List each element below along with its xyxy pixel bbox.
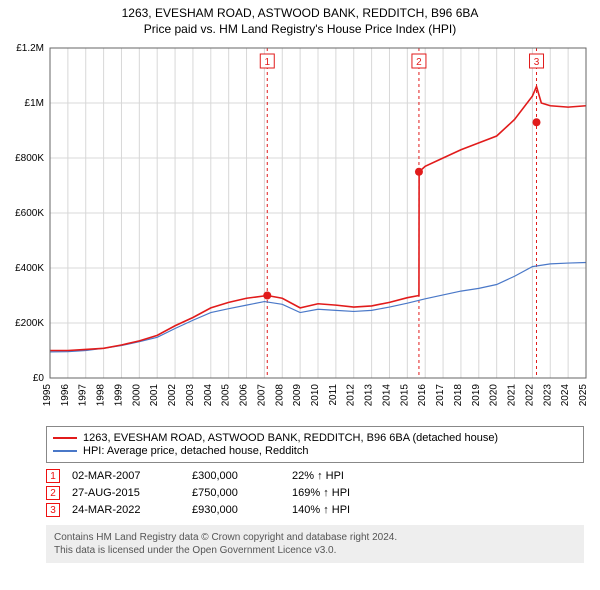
titles: 1263, EVESHAM ROAD, ASTWOOD BANK, REDDIT… [6,6,594,36]
svg-text:2021: 2021 [507,384,518,407]
legend-item: 1263, EVESHAM ROAD, ASTWOOD BANK, REDDIT… [53,432,577,444]
svg-text:1996: 1996 [60,384,71,407]
chart-title: 1263, EVESHAM ROAD, ASTWOOD BANK, REDDIT… [6,6,594,20]
event-marker: 3 [46,503,60,517]
footer-line-1: Contains HM Land Registry data © Crown c… [54,531,576,544]
svg-text:2020: 2020 [489,384,500,407]
svg-text:2025: 2025 [578,384,589,407]
footer-line-2: This data is licensed under the Open Gov… [54,544,576,557]
svg-text:£1.2M: £1.2M [16,43,44,54]
svg-text:2012: 2012 [346,384,357,407]
svg-text:2013: 2013 [364,384,375,407]
svg-text:£0: £0 [33,373,45,384]
event-date: 27-AUG-2015 [72,487,192,499]
svg-text:2014: 2014 [381,384,392,407]
svg-text:2023: 2023 [542,384,553,407]
legend-swatch [53,450,77,452]
event-row: 2 27-AUG-2015£750,000169% ↑ HPI [46,486,584,500]
legend-label: 1263, EVESHAM ROAD, ASTWOOD BANK, REDDIT… [83,432,498,444]
svg-text:2016: 2016 [417,384,428,407]
event-row: 1 02-MAR-2007£300,00022% ↑ HPI [46,469,584,483]
svg-text:2022: 2022 [524,384,535,407]
svg-text:2000: 2000 [131,384,142,407]
svg-text:1999: 1999 [113,384,124,407]
svg-text:2: 2 [416,57,422,68]
svg-text:1997: 1997 [78,384,89,407]
svg-text:£400K: £400K [15,263,44,274]
legend-item: HPI: Average price, detached house, Redd… [53,445,577,457]
svg-text:1: 1 [264,57,270,68]
event-price: £750,000 [192,487,292,499]
svg-text:2008: 2008 [274,384,285,407]
event-delta: 22% ↑ HPI [292,470,402,482]
svg-text:2015: 2015 [399,384,410,407]
svg-text:2002: 2002 [167,384,178,407]
svg-text:2004: 2004 [203,384,214,407]
svg-text:2019: 2019 [471,384,482,407]
svg-text:2011: 2011 [328,384,339,406]
line-chart-svg: £0 £200K £400K £600K £800K £1M £1.2M 1995 1996 19… [6,40,594,420]
svg-text:2006: 2006 [239,384,250,407]
svg-text:2001: 2001 [149,384,160,407]
event-table: 1 02-MAR-2007£300,00022% ↑ HPI 2 27-AUG-201… [46,469,584,517]
event-row: 3 24-MAR-2022£930,000140% ↑ HPI [46,503,584,517]
footer-attribution: Contains HM Land Registry data © Crown c… [46,525,584,563]
svg-text:1995: 1995 [42,384,53,407]
svg-text:2003: 2003 [185,384,196,407]
svg-text:2018: 2018 [453,384,464,407]
event-date: 24-MAR-2022 [72,504,192,516]
svg-text:£1M: £1M [25,98,44,109]
svg-text:2017: 2017 [435,384,446,407]
event-delta: 169% ↑ HPI [292,487,402,499]
legend-box: 1263, EVESHAM ROAD, ASTWOOD BANK, REDDIT… [46,426,584,463]
svg-text:2009: 2009 [292,384,303,407]
svg-text:£600K: £600K [15,208,44,219]
event-marker: 2 [46,486,60,500]
event-price: £300,000 [192,470,292,482]
event-date: 02-MAR-2007 [72,470,192,482]
svg-text:2005: 2005 [221,384,232,407]
chart-container: 1263, EVESHAM ROAD, ASTWOOD BANK, REDDIT… [0,0,600,569]
svg-text:2007: 2007 [256,384,267,407]
svg-text:£200K: £200K [15,318,44,329]
chart-subtitle: Price paid vs. HM Land Registry's House … [6,22,594,36]
event-delta: 140% ↑ HPI [292,504,402,516]
svg-text:2024: 2024 [560,384,571,407]
chart-area: £0 £200K £400K £600K £800K £1M £1.2M 1995 1996 19… [6,40,594,420]
svg-text:2010: 2010 [310,384,321,407]
event-price: £930,000 [192,504,292,516]
event-marker: 1 [46,469,60,483]
svg-text:1998: 1998 [96,384,107,407]
svg-text:£800K: £800K [15,153,44,164]
legend-swatch [53,437,77,439]
legend-label: HPI: Average price, detached house, Redd… [83,445,308,457]
svg-text:3: 3 [534,57,540,68]
